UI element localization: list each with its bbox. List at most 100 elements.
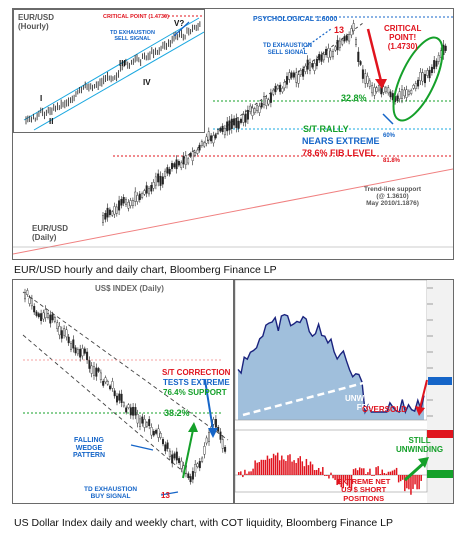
dxy-daily-candle (74, 347, 77, 354)
cot-bar (270, 458, 273, 475)
dxy-daily-candle (70, 343, 73, 350)
cot-bar (338, 475, 340, 485)
daily-candle (168, 169, 171, 175)
bottom-chart-caption: US Dollar Index daily and weekly chart, … (14, 517, 393, 529)
dxy-daily-candle (159, 433, 162, 438)
daily-candle (122, 197, 125, 204)
daily-candle (221, 125, 224, 132)
cot-bar (328, 475, 330, 479)
cot-bar (240, 471, 242, 475)
dxy-daily-candle (72, 339, 75, 349)
daily-candle (318, 54, 321, 61)
daily-candle (345, 35, 348, 41)
daily-candle (267, 99, 270, 105)
daily-candle (288, 72, 291, 80)
top-chart-caption: EUR/USD hourly and daily chart, Bloomber… (14, 264, 277, 276)
dxy-daily-candle (86, 351, 89, 361)
daily-candle (106, 207, 109, 218)
oversold-label: OVERSOLD (362, 405, 407, 414)
daily-candle (412, 85, 415, 89)
daily-candle (315, 58, 318, 67)
cot-bar (289, 454, 291, 475)
daily-candle (341, 39, 344, 45)
daily-candle (219, 127, 222, 132)
td-exhaustion-main-label: TD EXHAUSTION SELL SIGNAL (263, 43, 313, 56)
dxy-daily-candle (23, 292, 26, 300)
daily-candle (134, 191, 137, 202)
rally-ellipse (392, 36, 444, 122)
cot-bar (379, 474, 381, 475)
cot-bar (283, 459, 285, 475)
cot-bar (365, 474, 367, 475)
dxy-daily-candle (129, 407, 132, 416)
daily-candle (157, 173, 160, 183)
dxy-daily-candle (49, 314, 52, 324)
dxy-daily-candle (207, 432, 210, 442)
dxy-daily-candle (53, 317, 56, 322)
daily-candle (320, 54, 323, 62)
wedge-lower-line (22, 334, 194, 481)
cot-bar (408, 475, 410, 490)
weekly-price-tag (428, 377, 452, 385)
daily-candle (322, 54, 325, 61)
daily-candle (104, 213, 107, 220)
dxy-daily-candle (79, 348, 82, 358)
dxy-daily-candle (42, 312, 45, 320)
hourly-inset-title: EUR/USD (Hourly) (18, 13, 55, 31)
daily-candle (371, 85, 374, 94)
cot-bar (315, 469, 318, 475)
cot-bar (412, 475, 414, 489)
daily-candle (244, 113, 247, 123)
daily-candle (279, 85, 282, 92)
cot-bar (371, 475, 373, 476)
dxy-daily-candle (136, 414, 139, 424)
cot-bar (252, 468, 254, 475)
daily-candle (198, 144, 201, 151)
daily-candle (187, 158, 190, 164)
wave-label-2: II (49, 117, 54, 126)
cot-bar (375, 467, 377, 475)
daily-candle (200, 141, 203, 146)
dxy-daily-candle (168, 450, 171, 458)
still-unwinding-arrowhead (418, 457, 429, 468)
cot-bar (301, 461, 304, 475)
dxy-daily-candle (187, 473, 190, 479)
hourly-channel-lower (33, 31, 204, 131)
cot-bar (414, 475, 416, 485)
daily-candle (212, 135, 215, 144)
cot-tag-green (427, 470, 453, 478)
dxy-daily-candle (102, 380, 105, 386)
daily-candle (113, 206, 116, 215)
td-pointer (302, 28, 332, 50)
daily-candle (430, 66, 433, 74)
cot-bar (395, 467, 398, 475)
daily-candle (361, 69, 364, 79)
daily-candle (299, 70, 302, 75)
dxy-daily-candle (141, 416, 144, 424)
hourly-channel-upper (23, 17, 200, 121)
daily-candle (421, 72, 424, 82)
cot-bar (305, 458, 308, 475)
cot-bar (377, 466, 379, 475)
top-chart-frame (12, 8, 454, 260)
daily-candle (387, 87, 390, 94)
daily-candle (417, 79, 420, 87)
daily-candle (433, 60, 436, 70)
daily-candle (111, 211, 114, 216)
daily-candle (378, 85, 381, 91)
daily-candle (389, 91, 392, 98)
cot-bar (268, 458, 271, 475)
rally-label-line2: NEARS EXTREME (302, 136, 380, 146)
daily-candle (108, 209, 111, 216)
dxy-daily-candle (99, 372, 102, 380)
cot-bar (279, 460, 281, 475)
dxy-daily-candle (164, 444, 167, 452)
daily-candle (419, 72, 422, 81)
td-buy-label: TD EXHAUSTION BUY SIGNAL (84, 486, 138, 501)
daily-candle (274, 85, 277, 93)
dxy-daily-candle (203, 446, 206, 455)
cot-bar (330, 472, 332, 475)
dxy-daily-candle (122, 402, 125, 407)
dxy-daily-candle (26, 290, 29, 295)
cot-bar (285, 460, 287, 475)
